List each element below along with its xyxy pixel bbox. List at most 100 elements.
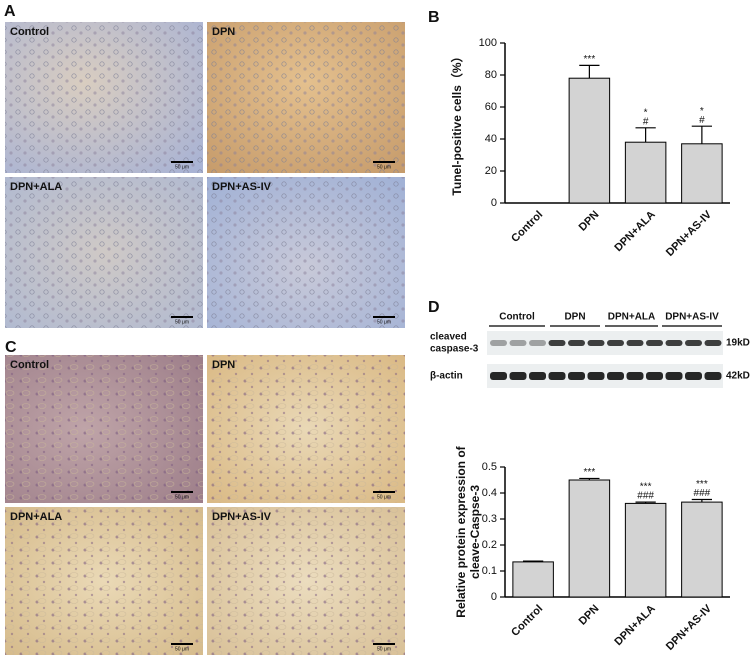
- significance-marker: ***: [696, 479, 708, 490]
- panel-label: C: [5, 339, 17, 356]
- blot-band: [646, 340, 663, 346]
- blot-band: [509, 372, 527, 380]
- lane-group-label: Control: [499, 312, 535, 323]
- y-tick-label: 0: [491, 591, 497, 603]
- micrograph-texture: [207, 507, 405, 655]
- lane-group-label: DPN+AS-IV: [665, 312, 719, 323]
- blot-band: [490, 372, 507, 380]
- blot-band: [646, 372, 663, 380]
- bar: [624, 502, 667, 598]
- scale-bar-label: 50 μm: [377, 646, 391, 652]
- blot-band: [490, 340, 507, 346]
- micrograph-texture: [207, 22, 405, 173]
- micrograph-label: Control: [10, 26, 49, 38]
- significance-marker: #: [699, 115, 705, 126]
- panel-label: D: [428, 299, 440, 316]
- blot-band: [587, 340, 605, 346]
- lane-group-label: DPN+ALA: [608, 312, 656, 323]
- y-tick-label: 0.4: [482, 487, 497, 499]
- y-tick-label: 0.3: [482, 513, 497, 525]
- error-bar: [691, 125, 712, 144]
- significance-marker: ***: [584, 54, 596, 65]
- y-tick-label: 100: [479, 37, 497, 49]
- micrograph-texture: [5, 177, 203, 328]
- bar: [568, 479, 611, 598]
- blot-band: [665, 372, 683, 380]
- scale-bar-label: 50 μm: [175, 494, 189, 500]
- panel-label: B: [428, 9, 440, 26]
- bar: [624, 141, 667, 204]
- bar: [568, 77, 611, 204]
- scale-bar-label: 50 μm: [175, 164, 189, 170]
- y-tick-label: 0: [491, 197, 497, 209]
- scale-bar-label: 50 μm: [377, 319, 391, 325]
- error-bar: [691, 498, 712, 503]
- y-tick-label: 20: [485, 165, 497, 177]
- significance-marker: ###: [694, 488, 711, 499]
- blot-band: [607, 340, 624, 346]
- scale-bar-label: 50 μm: [175, 646, 189, 652]
- error-bar: [635, 127, 656, 143]
- micrograph-label: DPN: [212, 26, 235, 38]
- micrograph-label: DPN+AS-IV: [212, 511, 272, 523]
- micrograph-texture: [5, 22, 203, 173]
- blot-band: [548, 372, 566, 380]
- micrograph-label: Control: [10, 359, 49, 371]
- y-tick-label: 0.1: [482, 565, 497, 577]
- blot-band: [626, 340, 644, 346]
- blot-band: [607, 372, 624, 380]
- blot-size-label: 42kD: [726, 371, 750, 382]
- blot-band: [509, 340, 527, 346]
- blot-row-label: β-actin: [430, 371, 463, 382]
- error-bar: [523, 560, 544, 562]
- significance-marker: #: [643, 116, 649, 127]
- scale-bar-label: 50 μm: [377, 164, 391, 170]
- y-tick-label: 80: [485, 69, 497, 81]
- bar: [512, 561, 554, 598]
- blot-band: [704, 340, 722, 346]
- y-tick-label: 60: [485, 101, 497, 113]
- x-tick-label: DPN+ALA: [612, 603, 657, 648]
- blot-size-label: 19kD: [726, 338, 750, 349]
- blot-band: [587, 372, 605, 380]
- y-tick-label: 0.2: [482, 539, 497, 551]
- y-axis-title: cleave-Caspse-3: [468, 485, 482, 579]
- micrograph-label: DPN: [212, 359, 235, 371]
- scale-bar-label: 50 μm: [175, 319, 189, 325]
- blot-band: [568, 372, 585, 380]
- x-tick-label: DPN: [577, 603, 602, 628]
- significance-marker: ***: [640, 482, 652, 493]
- blot-band: [529, 340, 546, 346]
- lane-group-label: DPN: [564, 312, 585, 323]
- significance-marker: ***: [584, 467, 596, 478]
- x-tick-label: DPN+ALA: [612, 209, 657, 254]
- micrograph-label: DPN+ALA: [10, 181, 62, 193]
- micrograph-texture: [5, 507, 203, 655]
- blot-band: [704, 372, 722, 380]
- x-tick-label: Control: [509, 209, 545, 245]
- error-bar: [579, 477, 600, 480]
- error-bar: [579, 64, 600, 79]
- y-tick-label: 40: [485, 133, 497, 145]
- blot-band: [529, 372, 546, 380]
- blot-band: [626, 372, 644, 380]
- micrograph-label: DPN+ALA: [10, 511, 62, 523]
- x-tick-label: DPN+AS-IV: [664, 208, 715, 259]
- x-tick-label: Control: [509, 603, 545, 639]
- blot-strip: [487, 331, 723, 355]
- error-bar: [635, 501, 656, 504]
- significance-marker: *: [644, 107, 648, 118]
- bar: [681, 143, 723, 204]
- blot-row-label: caspase-3: [430, 344, 479, 355]
- y-axis-title: Relative protein expression of: [454, 445, 468, 617]
- blot-band: [548, 340, 566, 346]
- blot-band: [568, 340, 585, 346]
- blot-band: [685, 340, 702, 346]
- y-axis-title: Tunel-positive cells（%）: [449, 50, 464, 195]
- significance-marker: *: [700, 106, 704, 117]
- y-tick-label: 0.5: [482, 461, 497, 473]
- blot-row-label: cleaved: [430, 332, 467, 343]
- micrograph-texture: [207, 177, 405, 328]
- scale-bar-label: 50 μm: [377, 494, 391, 500]
- blot-band: [685, 372, 702, 380]
